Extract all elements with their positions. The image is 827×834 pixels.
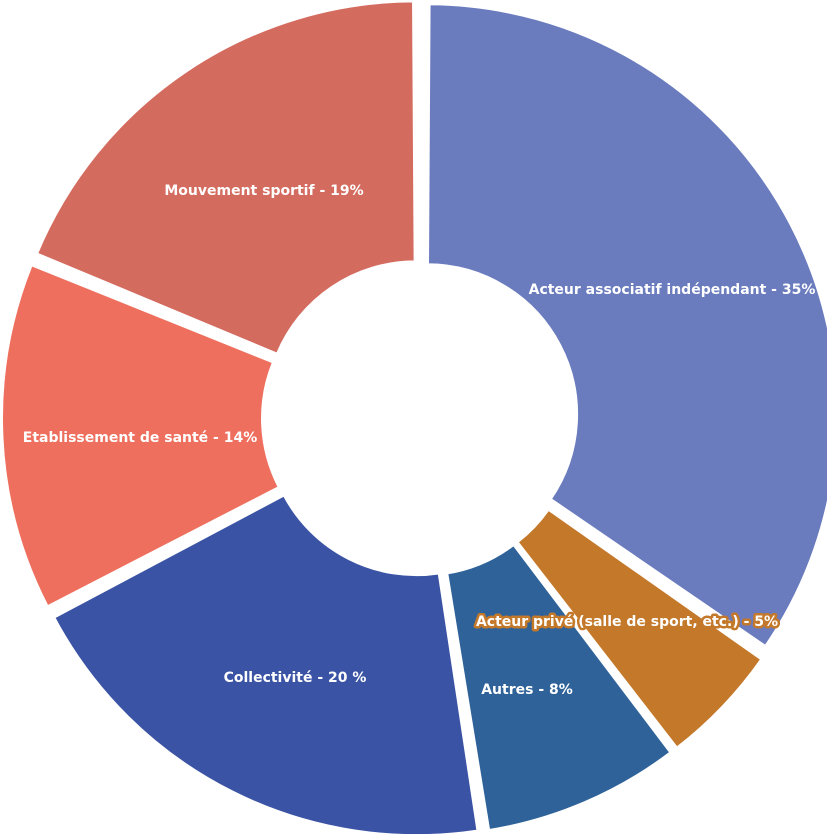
donut-slice	[516, 508, 763, 749]
slice-label: Autres - 8%	[481, 682, 573, 698]
slice-label: Acteur privé (salle de sport, etc.) - 5%	[476, 614, 778, 630]
donut-slice	[446, 544, 672, 832]
donut-slice	[36, 0, 416, 355]
slice-label: Etablissement de santé - 14%	[23, 430, 258, 446]
donut-slice	[427, 3, 827, 647]
donut-slice	[53, 494, 479, 834]
donut-labels: Acteur associatif indépendant - 35% Acteu…	[23, 183, 816, 698]
slice-label: Collectivité - 20 %	[224, 670, 367, 686]
slice-label: Mouvement sportif - 19%	[164, 183, 363, 199]
donut-slice	[1, 264, 280, 608]
slice-label: Acteur associatif indépendant - 35%	[529, 282, 816, 298]
